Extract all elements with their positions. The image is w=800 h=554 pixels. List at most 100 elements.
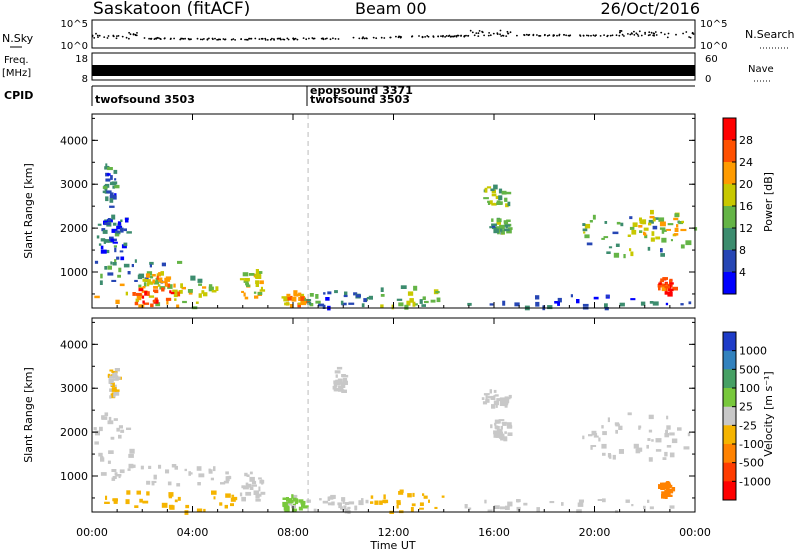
noise-point <box>180 37 183 40</box>
heatmap-cell <box>507 423 512 427</box>
x-tick-label: 00:00 <box>679 526 711 539</box>
heatmap-cell <box>496 201 502 205</box>
heatmap-cell <box>344 291 348 296</box>
heatmap-cell <box>406 300 411 306</box>
heatmap-cell <box>239 278 245 281</box>
heatmap-cell <box>663 482 669 486</box>
heatmap-cell <box>173 283 176 288</box>
heatmap-cell <box>630 298 636 301</box>
heatmap-cell <box>669 505 675 509</box>
heatmap-cell <box>494 425 499 429</box>
noise-point <box>258 38 261 40</box>
heatmap-cell <box>283 296 289 302</box>
noise-point <box>618 31 621 34</box>
heatmap-cell <box>601 425 604 429</box>
heatmap-cell <box>649 301 654 304</box>
heatmap-cell <box>174 465 178 470</box>
heatmap-cell <box>665 429 668 434</box>
heatmap-cell <box>655 438 662 443</box>
heatmap-cell <box>604 307 609 311</box>
heatmap-cell <box>110 383 113 386</box>
heatmap-cell <box>171 464 177 468</box>
heatmap-cell <box>468 507 472 510</box>
heatmap-cell <box>618 449 624 454</box>
noise-point <box>283 38 286 41</box>
heatmap-cell <box>184 468 187 472</box>
heatmap-cell <box>138 273 145 279</box>
noise-point <box>565 34 567 37</box>
heatmap-cell <box>293 293 299 297</box>
noise-point <box>652 34 654 37</box>
noise-point <box>203 38 205 40</box>
noise-point <box>128 31 131 34</box>
noise-point <box>469 29 472 32</box>
heatmap-cell <box>111 371 117 374</box>
heatmap-cell <box>664 291 668 295</box>
heatmap-cell <box>494 394 499 397</box>
noise-point <box>627 33 629 35</box>
heatmap-cell <box>244 278 250 282</box>
heatmap-cell <box>142 300 145 304</box>
heatmap-cell <box>598 437 601 442</box>
heatmap-cell <box>424 300 429 304</box>
heatmap-cell <box>658 285 661 291</box>
heatmap-cell <box>118 475 121 479</box>
heatmap-cell <box>146 491 150 496</box>
heatmap-cell <box>638 225 643 228</box>
heatmap-cell <box>132 292 136 296</box>
heatmap-cell <box>120 227 124 233</box>
heatmap-cell <box>253 490 260 495</box>
heatmap-cell <box>114 193 117 197</box>
heatmap-cell <box>683 446 690 450</box>
heatmap-cell <box>673 217 679 221</box>
heatmap-cell <box>503 436 508 442</box>
noise-right-tick-top: 10^5 <box>700 19 727 30</box>
heatmap-cell <box>94 441 99 445</box>
noise-point <box>136 32 138 34</box>
heatmap-cell <box>158 464 162 469</box>
freq-label: Freq. <box>4 55 29 66</box>
heatmap-cell <box>117 274 121 278</box>
noise-panel: N.Sky 10^5 10^0 10^5 10^0 N.Search <box>2 19 795 52</box>
heatmap-cell <box>134 259 137 263</box>
noise-point <box>397 36 400 39</box>
heatmap-cell <box>246 474 250 477</box>
heatmap-cell <box>640 222 645 225</box>
heatmap-cell <box>341 389 347 393</box>
heatmap-cell <box>422 493 425 496</box>
heatmap-cell <box>666 228 671 231</box>
heatmap-cell <box>174 499 178 503</box>
heatmap-cell <box>340 506 343 510</box>
noise-point <box>287 38 290 41</box>
noise-point <box>372 36 375 39</box>
heatmap-cell <box>661 491 665 496</box>
heatmap-cell <box>110 261 113 265</box>
noise-point <box>538 35 541 37</box>
heatmap-cell <box>111 214 116 220</box>
heatmap-cell <box>114 372 118 378</box>
noise-point <box>302 37 305 39</box>
noise-point <box>421 35 424 38</box>
velocity-colorbar: 1000 500 100 25 -25 -100 -500 -1000 <box>722 331 771 501</box>
heatmap-cell <box>148 465 152 469</box>
noise-point <box>206 38 209 41</box>
noise-point <box>449 35 452 38</box>
heatmap-cell <box>334 388 338 391</box>
colorbar-tick-label: -25 <box>739 419 757 432</box>
heatmap-cell <box>651 231 655 236</box>
heatmap-cell <box>618 425 623 430</box>
heatmap-cell <box>536 507 540 512</box>
noise-point <box>159 38 162 40</box>
heatmap-cell <box>152 279 155 284</box>
heatmap-cell <box>147 281 153 285</box>
heatmap-cell <box>687 432 691 437</box>
heatmap-cell <box>487 396 494 399</box>
noise-point <box>332 37 334 40</box>
heatmap-cell <box>129 448 135 454</box>
heatmap-cell <box>678 221 684 225</box>
heatmap-cell <box>152 274 156 277</box>
heatmap-cell <box>485 395 488 400</box>
heatmap-cell <box>165 469 170 474</box>
heatmap-cell <box>113 418 118 421</box>
noise-point <box>98 34 101 37</box>
